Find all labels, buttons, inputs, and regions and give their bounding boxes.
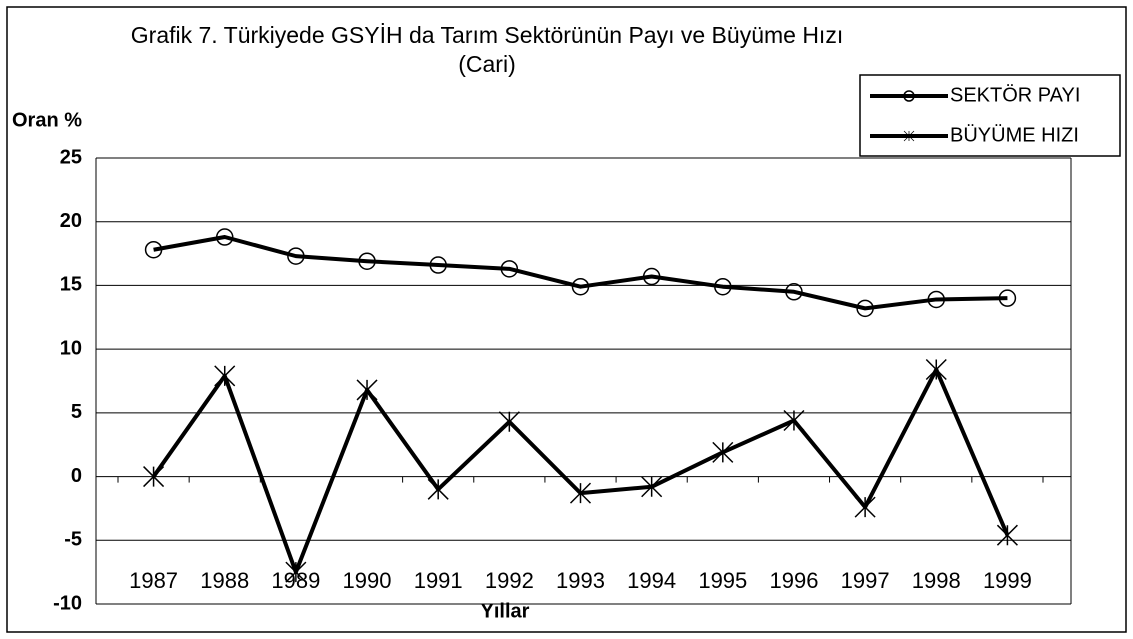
point [144,240,163,259]
point [785,283,803,301]
series-line [153,235,1008,311]
point [642,267,661,286]
x-tick-label: 1993 [556,568,605,593]
point [854,496,876,518]
y-tick-label: -10 [53,592,82,614]
y-tick-label: 10 [60,337,82,359]
point [569,482,592,504]
x-tick-label: 1994 [627,568,676,593]
y-tick-label: 0 [71,465,82,487]
x-tick-label: 1996 [769,568,818,593]
legend-box [859,74,1121,157]
x-tick-label: 1998 [912,568,961,593]
point [925,359,947,381]
y-tick-label: 20 [60,210,82,232]
x-tick-label: 1991 [414,568,463,593]
x-tick-label: 1995 [698,568,747,593]
point [143,466,165,488]
point [783,409,805,432]
x-tick-label: 1999 [983,568,1032,593]
x-tick-label: 1990 [343,568,392,593]
y-tick-label: 25 [60,146,82,168]
y-axis-label: Oran % [12,109,82,131]
legend-label: SEKTÖR PAYI [950,84,1080,106]
point [714,277,732,296]
point [215,228,234,246]
chart-subtitle: (Cari) [458,51,516,77]
point [427,478,449,500]
point [571,277,590,296]
x-axis-label: Yıllar [481,600,530,622]
point [429,256,447,274]
point [712,441,734,463]
point [998,289,1017,307]
x-tick-label: 1987 [129,568,178,593]
x-tick-label: 1997 [841,568,890,593]
point [285,561,307,583]
legend-label: BÜYÜME HIZI [950,124,1079,146]
legend-marker [903,90,915,102]
point [856,299,874,318]
chart-title: Grafik 7. Türkiyede GSYİH da Tarım Sektö… [131,22,843,48]
y-tick-label: 5 [71,401,82,423]
legend-marker [903,130,915,142]
point [641,476,663,498]
point [356,379,378,401]
point [996,524,1018,546]
x-tick-label: 1992 [485,568,534,593]
point [287,247,305,265]
point [500,260,519,278]
point [927,290,946,309]
point [498,411,520,433]
y-tick-label: -5 [64,529,82,551]
y-tick-label: 15 [60,274,82,296]
x-tick-label: 1988 [200,568,249,593]
point [214,365,236,387]
point [358,252,376,270]
